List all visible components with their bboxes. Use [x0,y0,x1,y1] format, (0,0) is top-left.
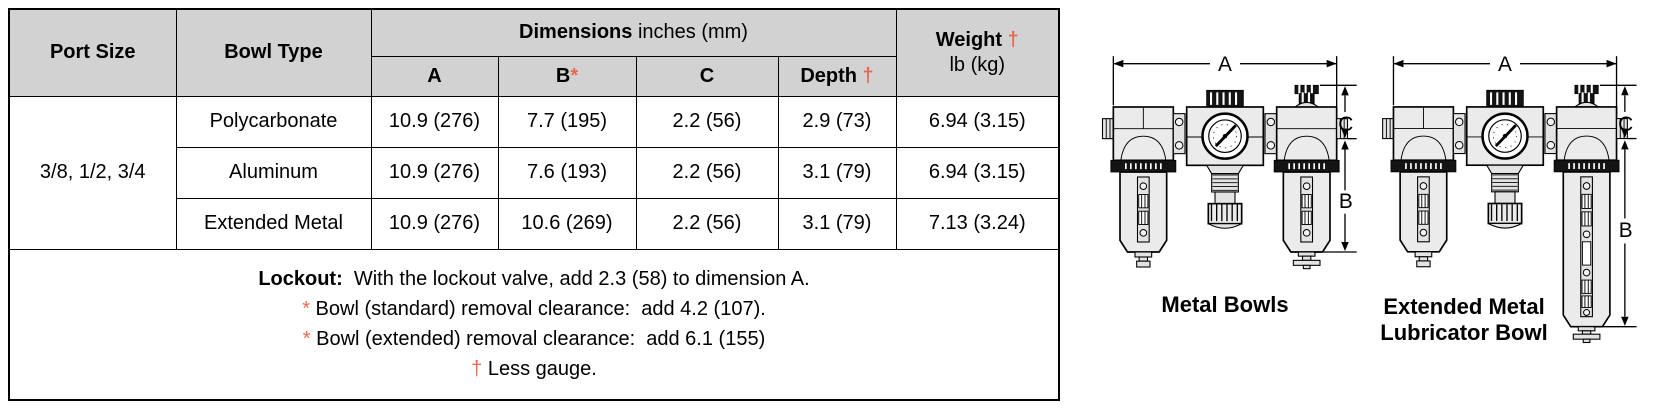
dim-a-label: A [1218,53,1232,76]
cell-weight: 7.13 (3.24) [895,197,1060,250]
filter-unit [1382,106,1457,268]
dimension-b: B [1593,140,1637,328]
cell-dim-b: 7.7 (195) [497,95,637,148]
extended-metal-caption-line2: Lubricator Bowl [1380,320,1548,345]
dimension-b: B [1313,140,1357,253]
header-port-size: Port Size [8,8,177,97]
pressure-gauge [1201,112,1249,160]
note-bowl-extended: * Bowl (extended) removal clearance: add… [10,324,1058,354]
note-lockout-label: Lockout: [258,268,343,290]
note-bowl-standard: * Bowl (standard) removal clearance: add… [10,294,1058,324]
header-col-a: A [370,55,499,97]
cell-dim-a: 10.9 (276) [370,146,499,199]
note-lockout-text: With the lockout valve, add 2.3 (58) to … [342,268,810,290]
header-bowl-type: Bowl Type [175,8,372,97]
header-weight: Weight † lb (kg) [895,8,1060,97]
cell-dim-a: 10.9 (276) [370,95,499,148]
header-weight-dagger: † [1007,28,1019,51]
cell-dim-c: 2.2 (56) [635,197,779,250]
dim-b-label: B [1339,190,1353,213]
header-dimensions-unit: inches (mm) [637,21,748,44]
cell-dim-b: 7.6 (193) [497,146,637,199]
header-col-b-label: B [555,64,571,87]
note-dagger: † [471,358,483,380]
note-less-gauge: † Less gauge. [10,354,1058,384]
note-less-gauge-text: Less gauge. [482,358,597,380]
header-col-depth: Depth † [777,55,897,97]
note-asterisk: * [302,328,311,350]
cell-dim-c: 2.2 (56) [635,146,779,199]
cell-dim-b: 10.6 (269) [497,197,637,250]
dimensions-table: Port Size Bowl Type Dimensions inches (m… [8,8,1060,401]
table-row: Extended Metal 10.9 (276) 10.6 (269) 2.2… [9,197,1060,250]
header-col-c: C [635,55,779,97]
dim-b-label: B [1619,219,1633,242]
cell-weight: 6.94 (3.15) [895,146,1060,199]
cell-depth: 3.1 (79) [777,146,897,199]
note-bowl-extended-text: Bowl (extended) removal clearance: add 6… [310,328,766,350]
cell-depth: 2.9 (73) [777,95,897,148]
regulator-unit [1452,89,1558,229]
lubricator-unit-extended [1553,83,1628,344]
cell-bowl-type: Aluminum [175,146,372,199]
lubricator-unit [1273,83,1349,270]
extended-metal-lubricator-diagram: A [1382,53,1637,344]
cell-bowl-type: Polycarbonate [175,95,372,148]
header-dimensions: Dimensions inches (mm) [370,8,897,57]
metal-bowls-caption: Metal Bowls [1161,292,1289,317]
filter-unit [1101,106,1177,268]
extended-metal-caption-line1: Extended Metal [1383,294,1545,319]
dimension-c: C [1599,84,1637,140]
header-dimensions-label: Dimensions [519,21,633,44]
note-bowl-standard-text: Bowl (standard) removal clearance: add 4… [310,298,766,320]
metal-bowls-diagram: A [1101,53,1357,270]
note-asterisk: * [302,298,310,320]
pressure-gauge [1481,112,1529,160]
note-lockout: Lockout: With the lockout valve, add 2.3… [10,264,1058,294]
cell-dim-c: 2.2 (56) [635,95,779,148]
extended-metal-caption: Extended Metal Lubricator Bowl [1366,294,1562,346]
header-weight-unit: lb (kg) [949,53,1006,76]
dimension-a: A [1392,53,1618,116]
cell-depth: 3.1 (79) [777,197,897,250]
cell-port-size: 3/8, 1/2, 3/4 [8,95,177,250]
cell-bowl-type: Extended Metal [175,197,372,250]
cell-weight: 6.94 (3.15) [895,95,1060,148]
table-row: Aluminum 10.9 (276) 7.6 (193) 2.2 (56) 3… [9,146,1060,199]
cell-dim-a: 10.9 (276) [370,197,499,250]
table-row: 3/8, 1/2, 3/4 Polycarbonate 10.9 (276) 7… [8,95,1060,250]
header-col-b: B* [497,55,637,97]
header-col-depth-label: Depth [800,64,857,87]
regulator-unit [1172,89,1278,229]
footnotes-block: Lockout: With the lockout valve, add 2.3… [8,248,1060,400]
dim-a-label: A [1498,53,1512,76]
header-weight-label: Weight [935,28,1003,51]
header-col-depth-dagger: † [862,64,874,87]
header-col-b-asterisk: * [570,64,579,87]
dimension-c: C [1320,84,1357,140]
